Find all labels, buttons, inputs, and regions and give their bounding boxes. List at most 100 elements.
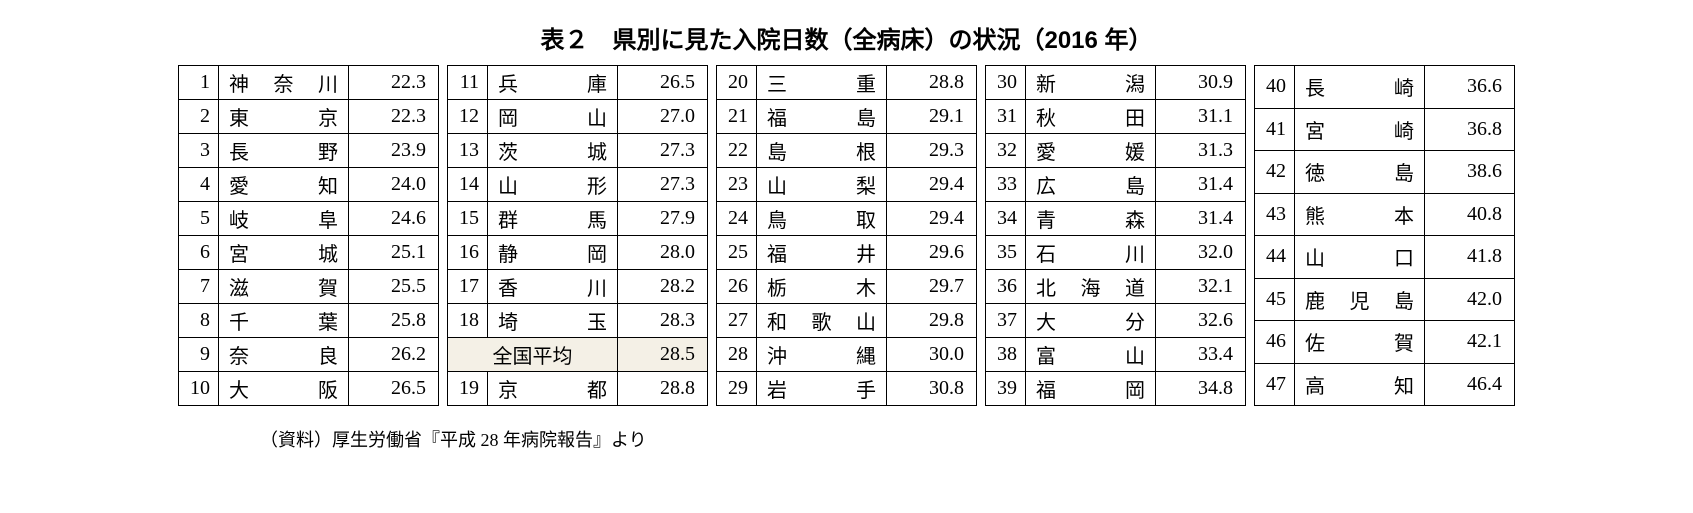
prefecture-cell: 神奈川 (219, 66, 349, 100)
table-row: 12岡山27.0 (448, 100, 708, 134)
prefecture-cell: 富山 (1026, 338, 1156, 372)
value-cell: 23.9 (349, 134, 439, 168)
prefecture-cell: 千葉 (219, 304, 349, 338)
prefecture-cell: 群馬 (488, 202, 618, 236)
table-row: 3長野23.9 (179, 134, 439, 168)
rank-cell: 9 (179, 338, 219, 372)
prefecture-cell: 福岡 (1026, 372, 1156, 406)
rank-cell: 8 (179, 304, 219, 338)
prefecture-cell: 茨城 (488, 134, 618, 168)
value-cell: 30.9 (1156, 66, 1246, 100)
prefecture-cell: 兵庫 (488, 66, 618, 100)
table-row: 24鳥取29.4 (717, 202, 977, 236)
table-row: 20三重28.8 (717, 66, 977, 100)
prefecture-cell: 愛媛 (1026, 134, 1156, 168)
value-cell: 42.1 (1425, 321, 1515, 364)
rank-cell: 35 (986, 236, 1026, 270)
value-cell: 24.6 (349, 202, 439, 236)
value-cell: 30.8 (887, 372, 977, 406)
table-row: 9奈良26.2 (179, 338, 439, 372)
rank-cell: 16 (448, 236, 488, 270)
rank-cell: 31 (986, 100, 1026, 134)
rank-cell: 20 (717, 66, 757, 100)
table-title: 表２ 県別に見た入院日数（全病床）の状況（2016 年） (60, 20, 1633, 55)
prefecture-cell: 福井 (757, 236, 887, 270)
table-row: 19京都28.8 (448, 372, 708, 406)
table-row: 44山口41.8 (1255, 236, 1515, 279)
value-cell: 31.1 (1156, 100, 1246, 134)
prefecture-cell: 鳥取 (757, 202, 887, 236)
rank-cell: 30 (986, 66, 1026, 100)
value-cell: 29.6 (887, 236, 977, 270)
prefecture-cell: 奈良 (219, 338, 349, 372)
rank-cell: 42 (1255, 151, 1295, 194)
prefecture-cell: 長崎 (1295, 66, 1425, 109)
table-row: 25福井29.6 (717, 236, 977, 270)
table-row: 28沖縄30.0 (717, 338, 977, 372)
prefecture-cell: 埼玉 (488, 304, 618, 338)
rank-cell: 40 (1255, 66, 1295, 109)
table-row: 32愛媛31.3 (986, 134, 1246, 168)
rank-cell: 22 (717, 134, 757, 168)
rank-cell: 15 (448, 202, 488, 236)
table-row: 41宮崎36.8 (1255, 108, 1515, 151)
prefecture-cell: 愛知 (219, 168, 349, 202)
prefecture-cell: 鹿児島 (1295, 278, 1425, 321)
value-cell: 32.0 (1156, 236, 1246, 270)
prefecture-cell: 三重 (757, 66, 887, 100)
rank-cell: 41 (1255, 108, 1295, 151)
table-block-3: 20三重28.821福島29.122島根29.323山梨29.424鳥取29.4… (716, 65, 977, 406)
rank-cell: 13 (448, 134, 488, 168)
rank-cell: 24 (717, 202, 757, 236)
rank-cell: 6 (179, 236, 219, 270)
table-row: 7滋賀25.5 (179, 270, 439, 304)
value-cell: 31.3 (1156, 134, 1246, 168)
value-cell: 29.7 (887, 270, 977, 304)
value-cell: 40.8 (1425, 193, 1515, 236)
table-block-4: 30新潟30.931秋田31.132愛媛31.333広島31.434青森31.4… (985, 65, 1246, 406)
value-cell: 28.0 (618, 236, 708, 270)
value-cell: 28.2 (618, 270, 708, 304)
table-row: 10大阪26.5 (179, 372, 439, 406)
rank-cell: 39 (986, 372, 1026, 406)
prefecture-cell: 山形 (488, 168, 618, 202)
table-row: 34青森31.4 (986, 202, 1246, 236)
value-cell: 31.4 (1156, 202, 1246, 236)
rank-cell: 44 (1255, 236, 1295, 279)
value-cell: 32.1 (1156, 270, 1246, 304)
prefecture-cell: 青森 (1026, 202, 1156, 236)
average-value-cell: 28.5 (618, 338, 708, 372)
table-row: 45鹿児島42.0 (1255, 278, 1515, 321)
table-row: 22島根29.3 (717, 134, 977, 168)
table-row: 27和歌山29.8 (717, 304, 977, 338)
table-row: 33広島31.4 (986, 168, 1246, 202)
prefecture-cell: 熊本 (1295, 193, 1425, 236)
rank-cell: 38 (986, 338, 1026, 372)
value-cell: 28.8 (618, 372, 708, 406)
rank-cell: 3 (179, 134, 219, 168)
rank-cell: 27 (717, 304, 757, 338)
prefecture-cell: 滋賀 (219, 270, 349, 304)
prefecture-cell: 栃木 (757, 270, 887, 304)
table-row: 26栃木29.7 (717, 270, 977, 304)
prefecture-cell: 島根 (757, 134, 887, 168)
value-cell: 29.3 (887, 134, 977, 168)
rank-cell: 34 (986, 202, 1026, 236)
table-row: 43熊本40.8 (1255, 193, 1515, 236)
rank-cell: 10 (179, 372, 219, 406)
table-row: 42徳島38.6 (1255, 151, 1515, 194)
rank-cell: 23 (717, 168, 757, 202)
prefecture-cell: 東京 (219, 100, 349, 134)
table-row: 36北海道32.1 (986, 270, 1246, 304)
table-row: 6宮城25.1 (179, 236, 439, 270)
prefecture-cell: 京都 (488, 372, 618, 406)
prefecture-cell: 山梨 (757, 168, 887, 202)
table-row: 35石川32.0 (986, 236, 1246, 270)
table-row: 13茨城27.3 (448, 134, 708, 168)
value-cell: 32.6 (1156, 304, 1246, 338)
value-cell: 29.1 (887, 100, 977, 134)
table-row: 30新潟30.9 (986, 66, 1246, 100)
value-cell: 31.4 (1156, 168, 1246, 202)
value-cell: 25.5 (349, 270, 439, 304)
table-row: 23山梨29.4 (717, 168, 977, 202)
